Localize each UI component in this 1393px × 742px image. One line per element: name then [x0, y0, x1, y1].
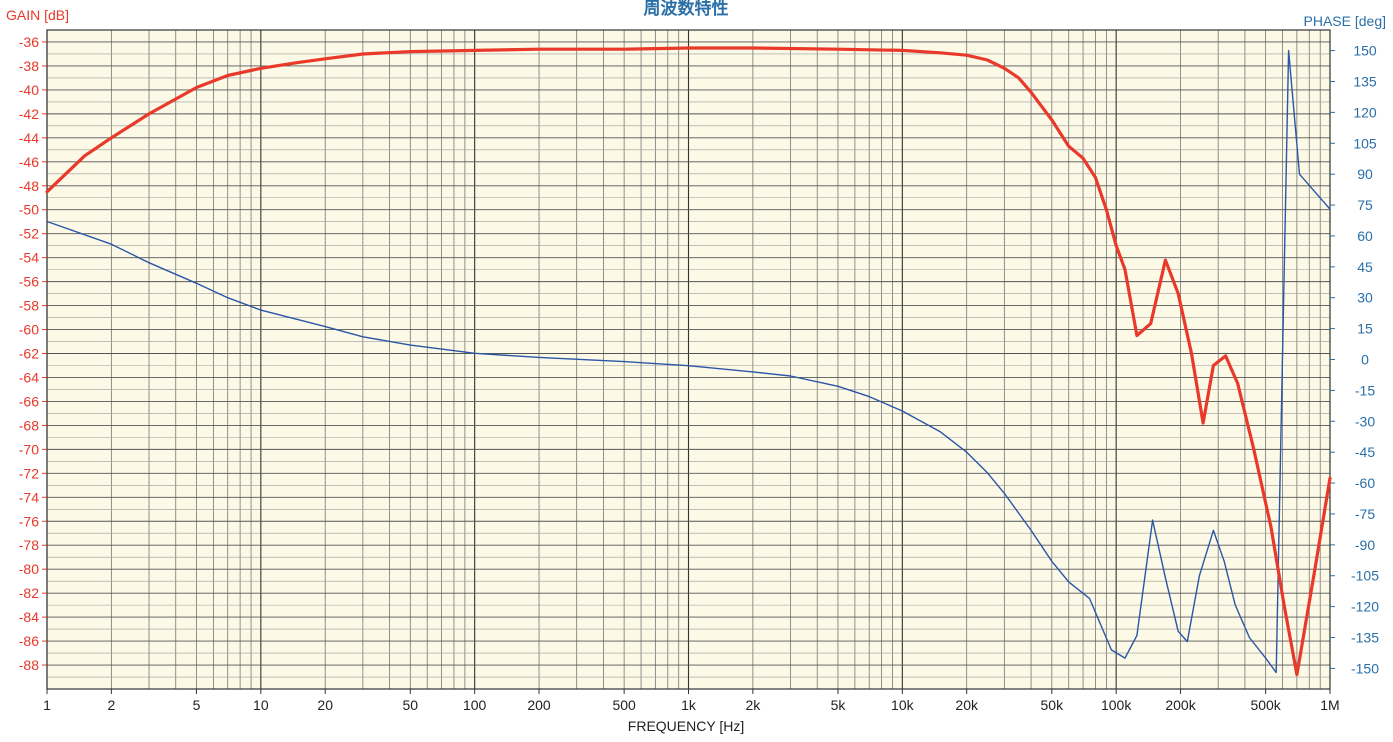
left-tick-label: -50	[19, 202, 39, 218]
right-tick-label: 105	[1353, 135, 1377, 151]
right-tick-label: 0	[1361, 352, 1369, 368]
x-tick-label: 50	[403, 697, 419, 713]
right-tick-label: -135	[1351, 630, 1379, 646]
left-axis-ticks: -36 -38 -40 -42 -44 -46 -48 -50 -52 -54 -56 -58 -60 -…	[19, 34, 47, 673]
right-tick-label: -90	[1355, 537, 1375, 553]
grid-major	[46, 30, 1330, 690]
left-tick-label: -46	[19, 154, 39, 170]
right-tick-label: 75	[1357, 197, 1373, 213]
x-tick-label: 1k	[681, 697, 697, 713]
left-tick-label: -66	[19, 393, 39, 409]
phase-series-line	[46, 49, 1331, 674]
right-tick-label: -15	[1355, 382, 1375, 398]
x-tick-label: 5	[193, 697, 201, 713]
right-tick-label: -30	[1355, 413, 1375, 429]
x-tick-label: 500	[612, 697, 636, 713]
x-tick-label: 1	[43, 697, 51, 713]
left-tick-label: -62	[19, 346, 39, 362]
left-axis-label: GAIN [dB]	[6, 7, 69, 23]
right-tick-label: -60	[1355, 475, 1375, 491]
right-axis-ticks: 1501351201059075604530150-15-30-45-60-75…	[1330, 43, 1379, 676]
x-tick-label: 20	[317, 697, 333, 713]
left-tick-label: -68	[19, 417, 39, 433]
left-tick-label: -60	[19, 322, 39, 338]
left-tick-label: -72	[19, 465, 39, 481]
right-tick-label: 45	[1357, 259, 1373, 275]
left-tick-label: -52	[19, 226, 39, 242]
x-tick-label: 2	[107, 697, 115, 713]
x-tick-label: 200k	[1165, 697, 1196, 713]
x-tick-label: 2k	[745, 697, 761, 713]
right-tick-label: 120	[1353, 104, 1377, 120]
x-axis-label: FREQUENCY [Hz]	[628, 718, 744, 734]
x-tick-label: 100	[463, 697, 487, 713]
right-tick-label: -75	[1355, 506, 1375, 522]
left-tick-label: -70	[19, 441, 39, 457]
left-tick-label: -44	[19, 130, 39, 146]
left-tick-label: -86	[19, 633, 39, 649]
x-tick-label: 500k	[1250, 697, 1281, 713]
left-tick-label: -74	[19, 489, 39, 505]
left-tick-label: -56	[19, 274, 39, 290]
right-tick-label: -105	[1351, 568, 1379, 584]
right-tick-label: -120	[1351, 599, 1379, 615]
x-tick-label: 50k	[1041, 697, 1065, 713]
left-tick-label: -78	[19, 537, 39, 553]
right-tick-label: 90	[1357, 166, 1373, 182]
right-axis-label: PHASE [deg]	[1304, 13, 1387, 29]
x-tick-label: 5k	[831, 697, 847, 713]
x-tick-label: 10	[253, 697, 269, 713]
gain-series-line	[45, 46, 1332, 677]
left-tick-label: -48	[19, 178, 39, 194]
right-tick-label: -45	[1355, 444, 1375, 460]
left-tick-label: -36	[19, 34, 39, 50]
right-tick-label: 15	[1357, 321, 1373, 337]
left-tick-label: -42	[19, 106, 39, 122]
x-tick-label: 10k	[891, 697, 915, 713]
x-tick-label: 200	[527, 697, 551, 713]
right-tick-label: -150	[1351, 660, 1379, 676]
left-tick-label: -64	[19, 369, 39, 385]
x-axis-ticks: 1 2 5 10 20 50 100 200 500 1k 2k 5k 10k 20k 50k 100k 200…	[43, 689, 1340, 713]
left-tick-label: -40	[19, 82, 39, 98]
left-tick-label: -80	[19, 561, 39, 577]
left-tick-label: -88	[19, 657, 39, 673]
right-tick-label: 30	[1357, 290, 1373, 306]
x-tick-label: 20k	[955, 697, 979, 713]
right-tick-label: 150	[1353, 43, 1377, 59]
right-tick-label: 60	[1357, 228, 1373, 244]
x-tick-label: 100k	[1101, 697, 1132, 713]
left-tick-label: -82	[19, 585, 39, 601]
chart-title: 周波数特性	[644, 0, 729, 18]
left-tick-label: -54	[19, 250, 39, 266]
right-tick-label: 135	[1353, 73, 1377, 89]
left-tick-label: -38	[19, 58, 39, 74]
left-tick-label: -84	[19, 609, 39, 625]
left-tick-label: -58	[19, 298, 39, 314]
left-tick-label: -76	[19, 513, 39, 529]
x-tick-label: 1M	[1320, 697, 1339, 713]
